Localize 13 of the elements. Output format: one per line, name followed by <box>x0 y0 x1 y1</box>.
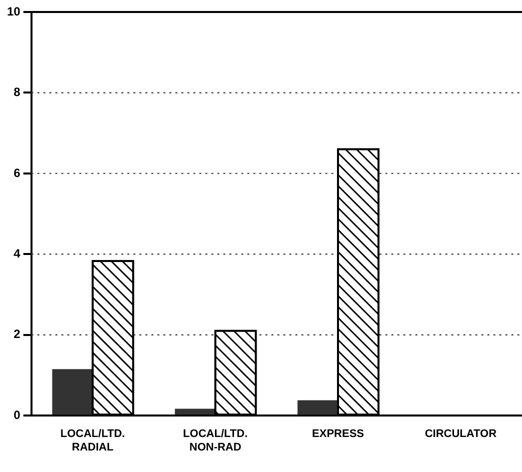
y-tick-label: 0 <box>14 408 21 422</box>
x-tick-label: EXPRESS <box>312 428 364 440</box>
y-tick-label: 8 <box>14 85 21 100</box>
y-tick-label: 6 <box>14 166 21 180</box>
bar <box>174 408 216 415</box>
x-tick-label: LOCAL/LTD. NON-RAD <box>183 428 248 454</box>
bar <box>52 369 93 415</box>
x-tick-label: CIRCULATOR <box>424 428 497 440</box>
y-tick-label: 2 <box>14 327 21 342</box>
bar <box>298 400 338 415</box>
x-tick-label: LOCAL/LTD. RADIAL <box>60 428 125 454</box>
y-tick-label: 10 <box>6 4 21 18</box>
y-tick-label: 4 <box>14 246 21 260</box>
